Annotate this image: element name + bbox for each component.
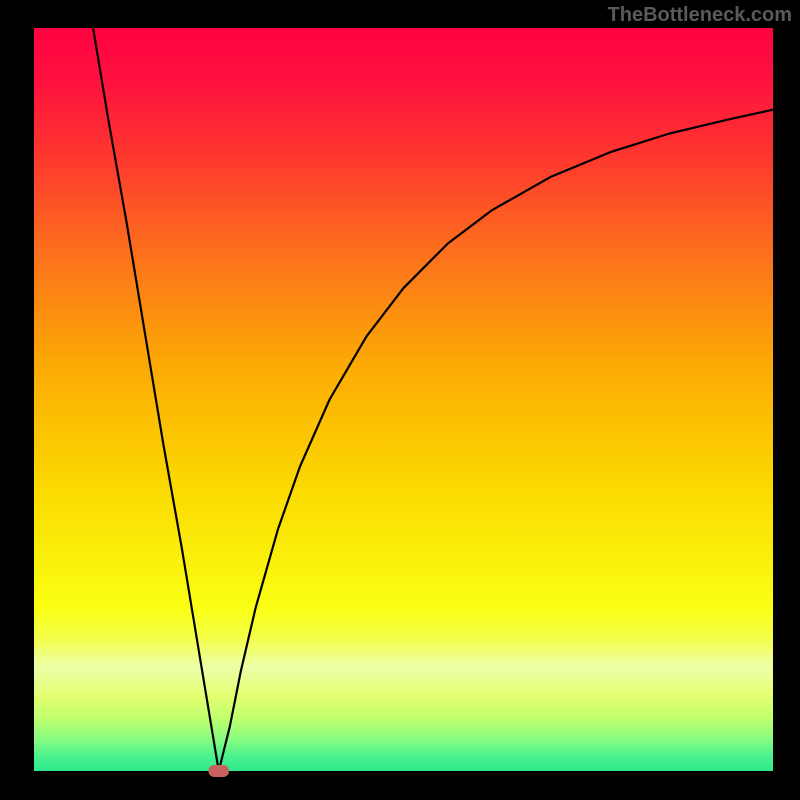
chart-container: TheBottleneck.com	[0, 0, 800, 800]
bottleneck-curve	[93, 28, 773, 771]
chart-svg	[34, 28, 773, 771]
watermark-text: TheBottleneck.com	[608, 4, 792, 27]
bottleneck-marker	[208, 765, 229, 777]
chart-plot-area	[34, 28, 773, 771]
